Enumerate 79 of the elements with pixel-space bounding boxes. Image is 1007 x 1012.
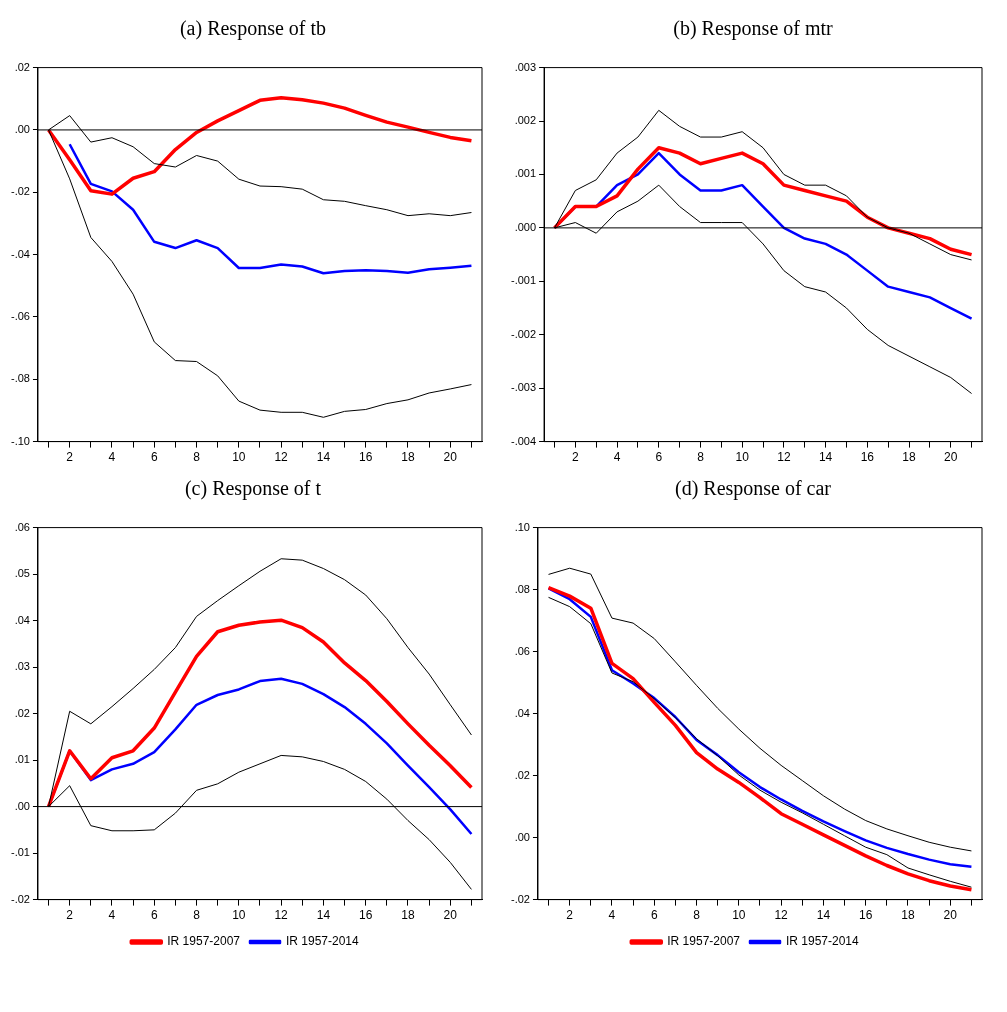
- y-tick-label: .002: [514, 114, 537, 127]
- x-tick-label: 2: [572, 450, 580, 465]
- chart-title: (a) Response of tb: [178, 16, 328, 42]
- y-tick-label: .02: [14, 60, 30, 73]
- x-tick-label: 16: [359, 908, 373, 923]
- y-tick-label: .00: [14, 122, 30, 135]
- y-tick-label: .04: [14, 613, 30, 626]
- y-tick-label: -.02: [10, 892, 30, 905]
- y-tick-label: -.001: [510, 274, 537, 287]
- y-tick-label: .05: [14, 567, 30, 580]
- x-tick-label: 4: [108, 908, 116, 923]
- y-tick-label: -.04: [10, 247, 30, 260]
- y-tick-label: .06: [514, 644, 530, 657]
- x-tick-label: 18: [401, 450, 415, 465]
- x-tick-label: 8: [193, 908, 201, 923]
- x-tick-label: 10: [732, 908, 746, 923]
- x-tick-label: 16: [860, 450, 875, 465]
- y-tick-label: .001: [514, 167, 537, 180]
- legend-label: IR 1957-2007: [167, 934, 241, 949]
- x-tick-label: 8: [697, 450, 705, 465]
- x-tick-label: 2: [66, 908, 74, 923]
- y-tick-label: -.10: [10, 434, 30, 447]
- x-tick-label: 10: [232, 908, 246, 923]
- x-tick-label: 4: [108, 450, 116, 465]
- x-tick-label: 16: [859, 908, 873, 923]
- x-tick-label: 6: [150, 450, 158, 465]
- x-tick-label: 2: [66, 450, 74, 465]
- x-tick-label: 20: [943, 908, 958, 923]
- x-tick-label: 18: [901, 908, 915, 923]
- legend-label: IR 1957-2014: [286, 934, 360, 949]
- y-tick-label: -.06: [10, 309, 30, 322]
- x-tick-label: 4: [608, 908, 616, 923]
- y-tick-label: .02: [514, 768, 530, 781]
- x-tick-label: 8: [193, 450, 201, 465]
- y-tick-label: .00: [14, 799, 30, 812]
- y-tick-label: .000: [514, 220, 537, 233]
- x-tick-label: 14: [316, 908, 331, 923]
- legend-label: IR 1957-2014: [786, 934, 860, 949]
- x-tick-label: 2: [566, 908, 574, 923]
- y-tick-label: .00: [514, 830, 530, 843]
- x-tick-label: 4: [613, 450, 621, 465]
- y-tick-label: .08: [514, 582, 530, 595]
- x-tick-label: 14: [316, 450, 331, 465]
- y-tick-label: -.002: [510, 327, 537, 340]
- y-tick-label: -.003: [510, 381, 537, 394]
- x-tick-label: 18: [401, 908, 415, 923]
- legend-label: IR 1957-2007: [667, 934, 741, 949]
- y-tick-label: -.01: [10, 846, 30, 859]
- x-tick-label: 10: [735, 450, 750, 465]
- x-tick-label: 14: [816, 908, 831, 923]
- y-tick-label: .03: [14, 660, 30, 673]
- x-tick-label: 18: [902, 450, 917, 465]
- chart-title: (b) Response of mtr: [672, 16, 834, 42]
- x-tick-label: 8: [693, 908, 701, 923]
- x-tick-label: 6: [650, 908, 658, 923]
- y-tick-label: .06: [14, 520, 30, 533]
- x-tick-label: 12: [774, 908, 789, 923]
- x-tick-label: 6: [655, 450, 663, 465]
- x-tick-label: 20: [443, 908, 458, 923]
- y-tick-label: .01: [14, 753, 30, 766]
- y-tick-label: .003: [514, 60, 537, 73]
- y-tick-label: -.004: [510, 434, 537, 447]
- chart-title: (d) Response of car: [673, 476, 833, 502]
- x-tick-label: 12: [777, 450, 791, 465]
- chart-title: (c) Response of t: [183, 476, 323, 502]
- y-tick-label: .10: [514, 520, 530, 533]
- y-tick-label: .04: [514, 706, 530, 719]
- x-tick-label: 14: [818, 450, 833, 465]
- y-tick-label: -.08: [10, 372, 30, 385]
- x-tick-label: 16: [359, 450, 373, 465]
- y-tick-label: -.02: [10, 185, 30, 198]
- y-tick-label: -.02: [510, 892, 530, 905]
- x-tick-label: 12: [274, 908, 289, 923]
- x-tick-label: 20: [944, 450, 958, 465]
- x-tick-label: 12: [274, 450, 289, 465]
- x-tick-label: 10: [232, 450, 246, 465]
- x-tick-label: 20: [443, 450, 458, 465]
- y-tick-label: .02: [14, 706, 30, 719]
- x-tick-label: 6: [150, 908, 158, 923]
